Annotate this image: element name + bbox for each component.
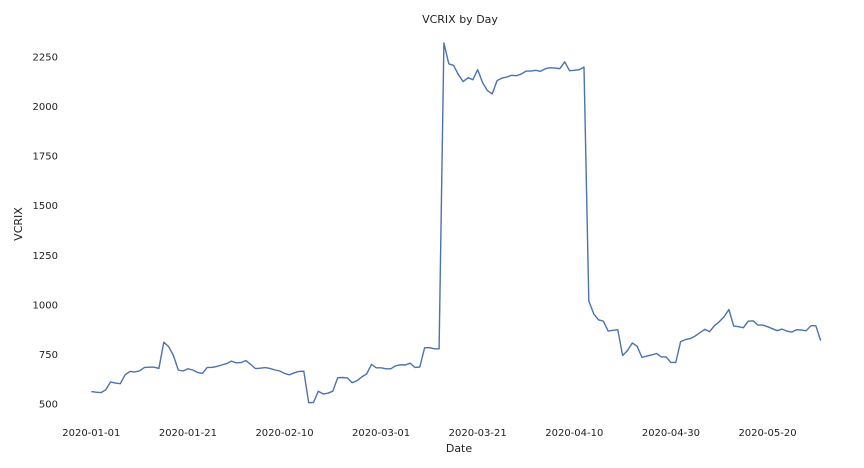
x-tick-label: 2020-03-01 [352,428,410,439]
y-tick-label: 1000 [33,300,58,311]
x-axis-ticks: 2020-01-01 2020-01-21 2020-02-10 2020-03-01… [62,428,796,439]
x-axis-label: Date [446,442,473,455]
x-tick-label: 2020-04-30 [642,428,700,439]
y-axis-ticks: 500 750 1000 1250 1500 1750 2000 2250 [33,52,58,410]
x-tick-label: 2020-02-10 [255,428,313,439]
x-tick-label: 2020-04-10 [545,428,603,439]
x-tick-label: 2020-05-20 [738,428,796,439]
y-tick-label: 1250 [33,251,58,262]
y-tick-label: 1750 [33,152,58,163]
y-axis-label: VCRIX [12,207,25,241]
chart-title: VCRIX by Day [422,13,498,26]
y-tick-label: 1500 [33,201,58,212]
y-tick-label: 2000 [33,102,58,113]
x-tick-label: 2020-01-01 [62,428,120,439]
x-tick-label: 2020-01-21 [159,428,217,439]
y-tick-label: 2250 [33,52,58,63]
y-tick-label: 750 [39,350,58,361]
series-group [91,42,822,404]
y-tick-label: 500 [39,400,58,411]
x-tick-label: 2020-03-21 [449,428,507,439]
series-line [91,42,822,404]
